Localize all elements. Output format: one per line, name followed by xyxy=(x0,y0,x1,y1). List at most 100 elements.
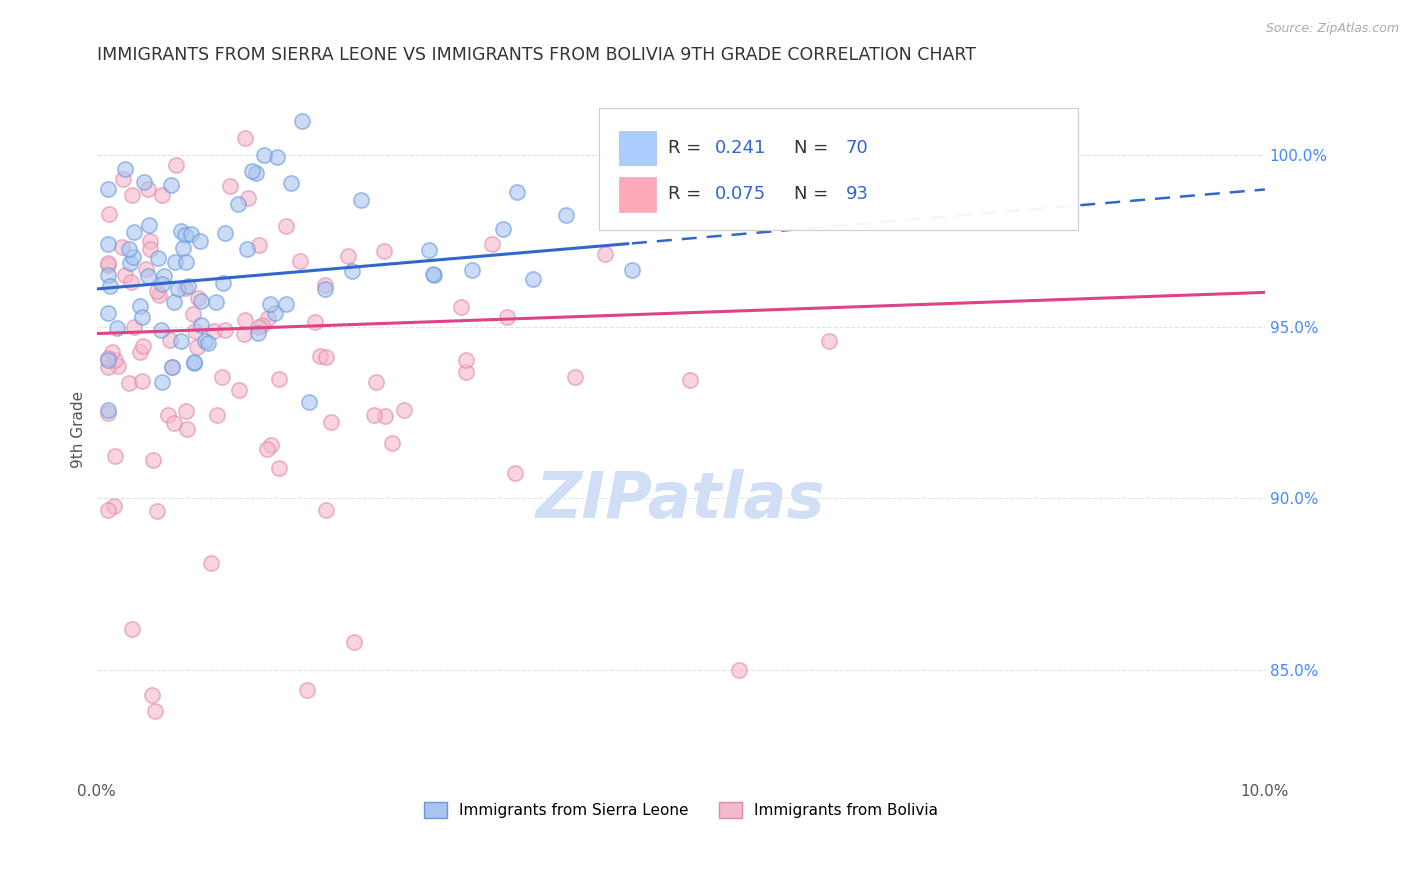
Point xyxy=(422,268,444,282)
Point xyxy=(319,416,342,430)
Point xyxy=(97,359,120,374)
Point xyxy=(122,225,145,239)
Point xyxy=(97,503,120,517)
Point xyxy=(256,442,278,456)
Point xyxy=(337,249,360,263)
Point xyxy=(364,375,387,389)
Y-axis label: 9th Grade: 9th Grade xyxy=(72,391,86,468)
Point xyxy=(274,297,297,311)
Point xyxy=(135,261,157,276)
Point xyxy=(97,207,120,221)
Bar xyxy=(619,177,657,211)
Point xyxy=(101,345,124,359)
Point xyxy=(97,353,120,368)
FancyBboxPatch shape xyxy=(599,108,1078,230)
Point xyxy=(97,256,120,270)
Point xyxy=(170,334,193,348)
Point xyxy=(107,359,129,374)
Point xyxy=(121,622,143,636)
Point xyxy=(184,324,207,338)
Point xyxy=(236,242,259,256)
Point xyxy=(146,285,169,299)
Point xyxy=(343,635,366,649)
Point xyxy=(247,237,270,252)
Point xyxy=(269,461,291,475)
Point xyxy=(183,355,205,369)
Point xyxy=(97,403,120,417)
Point xyxy=(522,271,544,285)
Point xyxy=(120,256,142,270)
Point xyxy=(104,449,127,463)
Point xyxy=(138,242,160,256)
Point xyxy=(190,318,212,332)
Point xyxy=(340,264,363,278)
Point xyxy=(506,185,529,199)
Text: R =: R = xyxy=(668,139,707,157)
Point xyxy=(620,262,643,277)
Point xyxy=(120,275,142,289)
Point xyxy=(150,277,173,292)
Point xyxy=(219,178,242,193)
Point xyxy=(190,293,212,308)
Point xyxy=(266,150,288,164)
Point xyxy=(148,288,170,302)
Point xyxy=(97,237,120,252)
Point xyxy=(260,438,283,452)
Point xyxy=(97,258,120,272)
Point xyxy=(492,222,515,236)
Text: 70: 70 xyxy=(845,139,869,157)
Point xyxy=(503,466,526,480)
Point xyxy=(314,278,336,293)
Point xyxy=(118,242,141,256)
Point xyxy=(818,334,841,348)
Point xyxy=(143,704,166,718)
Point xyxy=(194,334,217,348)
Point xyxy=(163,254,186,268)
Point xyxy=(236,191,259,205)
Point xyxy=(163,417,186,431)
Point xyxy=(98,279,121,293)
Point xyxy=(118,376,141,391)
Point xyxy=(456,365,478,379)
Point xyxy=(160,178,183,192)
Point xyxy=(259,296,281,310)
Text: R =: R = xyxy=(668,186,707,203)
Point xyxy=(150,376,173,390)
Point xyxy=(246,326,269,341)
Point xyxy=(197,335,219,350)
Point xyxy=(149,323,172,337)
Point xyxy=(187,291,209,305)
Point xyxy=(280,177,302,191)
Point xyxy=(97,351,120,365)
Point xyxy=(174,403,197,417)
Point xyxy=(315,350,337,364)
Point xyxy=(202,324,225,338)
Point xyxy=(381,436,404,450)
Point xyxy=(450,301,472,315)
Point xyxy=(124,319,146,334)
Point xyxy=(363,408,385,422)
Point xyxy=(250,318,273,332)
Point xyxy=(295,683,318,698)
Text: 93: 93 xyxy=(845,186,869,203)
Point xyxy=(263,306,285,320)
Point xyxy=(180,227,202,242)
Point xyxy=(111,239,134,253)
Point xyxy=(291,113,314,128)
Text: ZIPatlas: ZIPatlas xyxy=(536,468,825,531)
Point xyxy=(728,663,751,677)
Point xyxy=(240,163,263,178)
Point xyxy=(374,409,396,423)
Point xyxy=(679,374,702,388)
Point xyxy=(165,158,187,172)
Point xyxy=(174,255,197,269)
Point xyxy=(122,250,145,264)
Text: 0.075: 0.075 xyxy=(714,186,766,203)
Point xyxy=(129,345,152,359)
Point xyxy=(304,315,326,329)
Point xyxy=(214,323,236,337)
Point xyxy=(481,237,503,252)
Point xyxy=(103,499,125,513)
Point xyxy=(183,354,205,368)
Point xyxy=(150,188,173,202)
